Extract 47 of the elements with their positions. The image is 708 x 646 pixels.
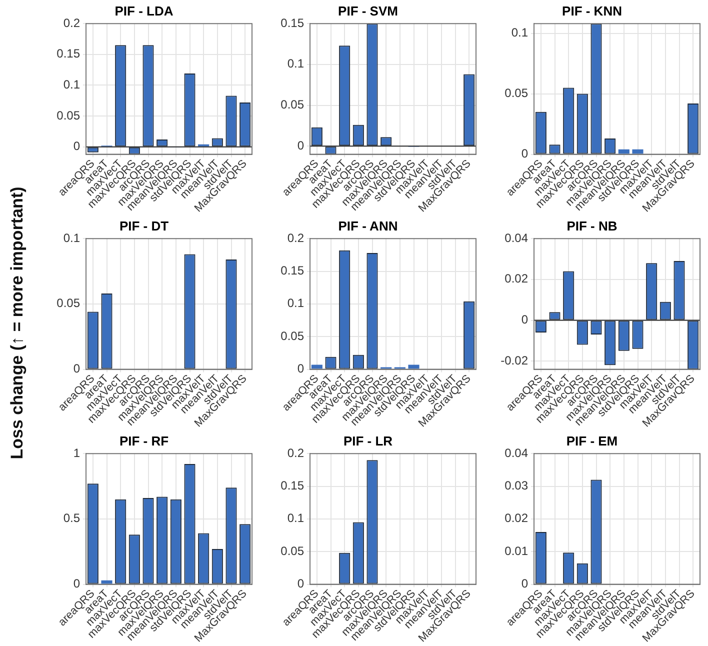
chart-title: PIF - EM <box>566 433 618 448</box>
chart-title: PIF - RF <box>119 433 169 448</box>
y-tick-label: 0.02 <box>504 272 528 286</box>
chart-title: PIF - DT <box>119 218 169 234</box>
y-tick-label: 0 <box>521 312 528 327</box>
y-tick-label: 0 <box>297 576 304 591</box>
chart-title: PIF - NB <box>566 218 618 234</box>
y-tick-label: 0 <box>73 576 80 591</box>
chart-title: PIF - LDA <box>114 3 174 18</box>
y-tick-label: 0 <box>297 138 304 152</box>
y-tick-label: 0.2 <box>63 16 80 30</box>
y-tick-label: 0.15 <box>280 264 304 278</box>
y-tick-label: 0.01 <box>504 544 528 558</box>
y-tick-label: 0.1 <box>287 56 304 71</box>
y-tick-label: 0.03 <box>504 478 528 493</box>
y-tick-label: 0.2 <box>287 230 304 245</box>
y-axis-title: Loss change (↑ = more important) <box>7 186 28 460</box>
chart-title: PIF - LR <box>343 433 394 448</box>
chart-title: PIF - KNN <box>562 3 622 18</box>
y-tick-label: -0.02 <box>500 353 528 368</box>
y-tick-label: 0.1 <box>63 230 80 245</box>
y-tick-label: 0.04 <box>504 446 528 460</box>
y-tick-label: 0.15 <box>56 46 80 61</box>
y-tick-label: 0.1 <box>511 26 528 40</box>
y-tick-label: 0 <box>297 362 304 376</box>
y-tick-label: 0.1 <box>287 511 304 526</box>
y-tick-label: 1 <box>73 446 80 460</box>
y-tick-label: 0.15 <box>280 16 304 30</box>
y-tick-label: 0.5 <box>63 511 80 526</box>
y-tick-label: 0.05 <box>504 86 528 100</box>
y-tick-label: 0 <box>73 139 80 154</box>
y-tick-label: 0.04 <box>504 230 528 245</box>
y-tick-label: 0 <box>521 146 528 161</box>
y-tick-label: 0.1 <box>287 296 304 310</box>
y-tick-label: 0.05 <box>56 108 80 122</box>
y-tick-label: 0.05 <box>280 328 304 343</box>
y-tick-label: 0 <box>521 576 528 591</box>
y-tick-label: 0.05 <box>56 296 80 310</box>
y-tick-label: 0.15 <box>280 478 304 493</box>
y-tick-label: 0.2 <box>287 446 304 460</box>
y-tick-label: 0.02 <box>504 511 528 526</box>
y-tick-label: 0.05 <box>280 544 304 558</box>
chart-title: PIF - SVM <box>338 3 398 18</box>
y-tick-label: 0.1 <box>63 78 80 92</box>
y-tick-label: 0 <box>73 362 80 376</box>
y-tick-label: 0.05 <box>280 98 304 112</box>
chart-title: PIF - ANN <box>338 218 398 234</box>
